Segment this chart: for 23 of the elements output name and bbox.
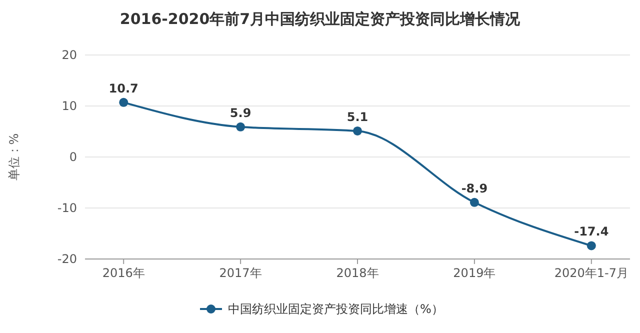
data-label: -8.9	[461, 181, 488, 196]
y-tick-label: -10	[57, 201, 77, 216]
x-tick-label: 2020年1-7月	[554, 266, 628, 280]
y-tick-label: 20	[62, 48, 77, 62]
y-tick-label: -20	[57, 252, 77, 266]
x-tick-label: 2017年	[219, 266, 262, 280]
data-label: 5.1	[346, 110, 368, 124]
x-tick-label: 2016年	[102, 266, 145, 280]
y-tick-label: 0	[69, 150, 77, 164]
point	[119, 98, 128, 107]
point	[236, 122, 246, 132]
point	[470, 198, 479, 207]
point	[353, 126, 362, 136]
data-label: 5.9	[230, 106, 252, 120]
y-axis-title: 单位：%	[7, 133, 21, 181]
x-tick-label: 2018年	[336, 266, 379, 280]
legend-label: 中国纺织业固定资产投资同比增速（%）	[228, 302, 444, 316]
data-label: -17.4	[574, 224, 609, 239]
point	[586, 241, 596, 250]
y-tick-label: 10	[62, 99, 77, 114]
data-label: 10.7	[108, 81, 138, 96]
chart-title: 2016-2020年前7月中国纺织业固定资产投资同比增长情况	[120, 10, 522, 28]
x-tick-label: 2019年	[453, 266, 496, 280]
